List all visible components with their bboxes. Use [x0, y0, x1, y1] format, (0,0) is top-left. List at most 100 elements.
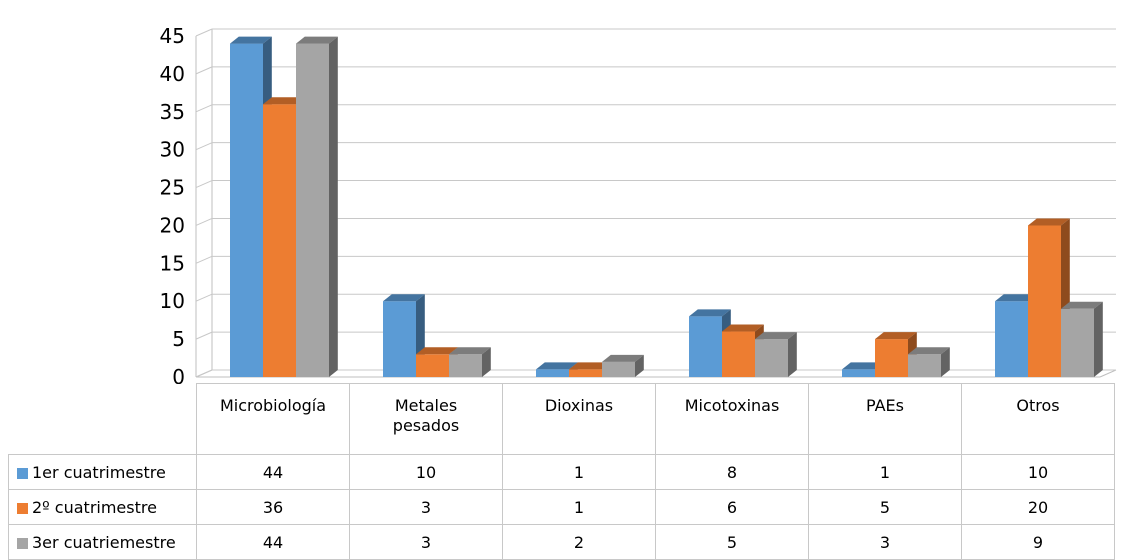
bar-side	[482, 347, 491, 377]
bar-top	[602, 354, 644, 362]
gridline-side	[195, 331, 213, 340]
series-row: 3er cuatriemestre 44 3 2 5 3 9	[8, 524, 1115, 560]
bar-side	[941, 347, 950, 377]
series-name: 3er cuatriemestre	[32, 532, 176, 552]
bar-front	[995, 301, 1028, 377]
series-legend-cell: 1er cuatrimestre	[8, 454, 197, 490]
series-name: 1er cuatrimestre	[32, 462, 166, 482]
data-label: 1	[502, 454, 656, 490]
category-label: Microbiología	[196, 383, 350, 455]
category-label-text: Metales pesados	[392, 396, 460, 435]
bar-top	[995, 294, 1037, 302]
floor-right-edge	[1099, 369, 1117, 378]
bar-top	[842, 362, 884, 370]
gridline-side	[195, 255, 213, 264]
bar	[755, 332, 797, 377]
bar-front	[908, 354, 941, 377]
bar-chart: 0 5 10 15 20 25 30 35 40 45	[160, 24, 1117, 384]
series-legend-cell: 3er cuatriemestre	[8, 524, 197, 560]
bar-top	[689, 309, 731, 317]
bar-front	[722, 331, 755, 377]
data-label: 44	[196, 454, 350, 490]
data-label: 3	[349, 489, 503, 525]
bar-front	[230, 43, 263, 377]
bar-top	[230, 36, 272, 44]
gridline-side	[195, 104, 213, 113]
bars-group	[230, 36, 1103, 377]
category-header-row: Microbiología Metales pesados Dioxinas M…	[8, 383, 1115, 455]
bar-side	[788, 332, 797, 377]
bar-front	[383, 301, 416, 377]
y-tick-label: 30	[160, 138, 185, 162]
y-tick-label: 40	[160, 62, 185, 86]
bar-side	[635, 354, 644, 377]
series-name: 2º cuatrimestre	[32, 497, 157, 517]
bar-front	[296, 43, 329, 377]
bar-top	[875, 332, 917, 340]
gridline-side	[195, 142, 213, 151]
gridline-side	[195, 66, 213, 75]
bar-front	[842, 369, 875, 377]
bar	[875, 332, 917, 377]
series-legend-cell: 2º cuatrimestre	[8, 489, 197, 525]
data-label: 6	[655, 489, 809, 525]
data-label: 10	[349, 454, 503, 490]
legend-swatch	[17, 467, 28, 479]
series-row: 1er cuatrimestre 44 10 1 8 1 10	[8, 454, 1115, 490]
table-corner	[8, 383, 197, 455]
data-label: 10	[961, 454, 1115, 490]
bar-top	[536, 362, 578, 370]
data-label: 5	[655, 524, 809, 560]
bar-front	[689, 316, 722, 377]
data-label: 36	[196, 489, 350, 525]
data-table: Microbiología Metales pesados Dioxinas M…	[8, 383, 1115, 560]
data-label: 20	[961, 489, 1115, 525]
data-label: 1	[502, 489, 656, 525]
y-tick-label: 45	[160, 24, 185, 48]
y-tick-label: 15	[160, 251, 185, 275]
y-tick-label: 35	[160, 100, 185, 124]
y-axis: 0 5 10 15 20 25 30 35 40 45	[160, 24, 185, 384]
bar-front	[263, 104, 296, 377]
data-label: 3	[808, 524, 962, 560]
gridline-side	[195, 180, 213, 189]
data-label: 9	[961, 524, 1115, 560]
category-label: Metales pesados	[349, 383, 503, 455]
bar-top	[755, 332, 797, 340]
bar	[296, 36, 338, 377]
bar-top	[296, 36, 338, 44]
bar	[908, 347, 950, 377]
bar-top	[449, 347, 491, 355]
bar-front	[602, 361, 635, 377]
gridline-side	[195, 293, 213, 302]
legend-swatch	[17, 502, 28, 514]
bar-top	[1061, 301, 1103, 309]
bar-top	[908, 347, 950, 355]
gridline-side	[195, 28, 213, 37]
bar-front	[875, 339, 908, 377]
y-tick-label: 25	[160, 176, 185, 200]
y-tick-label: 20	[160, 213, 185, 237]
bar-side	[1094, 301, 1103, 377]
bar-top	[416, 347, 458, 355]
y-tick-label: 5	[172, 327, 185, 351]
category-label: Otros	[961, 383, 1115, 455]
data-label: 1	[808, 454, 962, 490]
bar-front	[569, 369, 602, 377]
data-label: 3	[349, 524, 503, 560]
gridline-side	[195, 217, 213, 226]
bar-side	[329, 36, 338, 377]
series-row: 2º cuatrimestre 36 3 1 6 5 20	[8, 489, 1115, 525]
legend-swatch	[17, 537, 28, 549]
bar-top	[722, 324, 764, 332]
category-label: Micotoxinas	[655, 383, 809, 455]
bar-front	[449, 354, 482, 377]
category-label: Dioxinas	[502, 383, 656, 455]
data-label: 2	[502, 524, 656, 560]
data-label: 44	[196, 524, 350, 560]
bar-top	[383, 294, 425, 302]
category-label: PAEs	[808, 383, 962, 455]
y-tick-label: 0	[172, 365, 185, 384]
bar-front	[536, 369, 569, 377]
bar-top	[569, 362, 611, 370]
